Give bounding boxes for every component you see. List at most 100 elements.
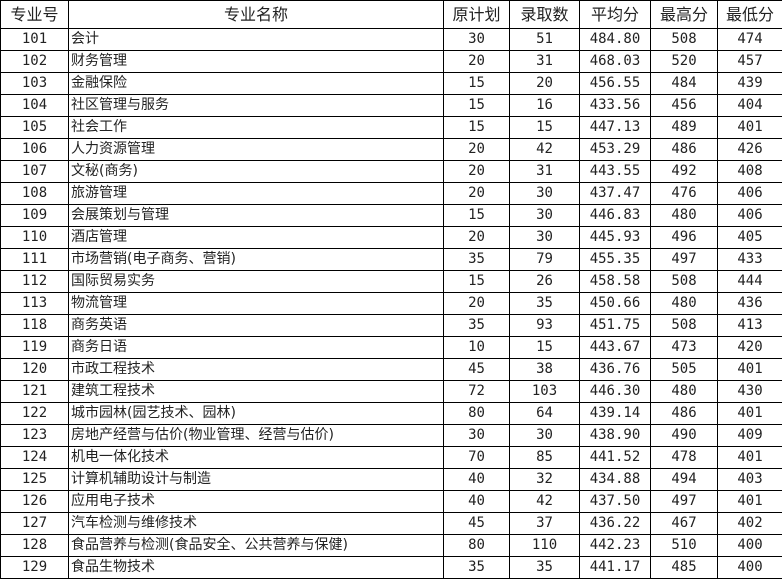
table-row: 123 房地产经营与估价(物业管理、经营与估价) 30 30 438.90 490 409 (0, 424, 782, 447)
cell-major-code: 105 (0, 116, 69, 139)
cell-admitted: 30 (509, 424, 580, 447)
cell-admitted: 42 (509, 138, 580, 161)
cell-admitted: 30 (509, 182, 580, 205)
cell-average-score: 451.75 (579, 314, 651, 337)
cell-min-score: 400 (717, 534, 782, 557)
cell-major-name: 商务英语 (68, 314, 444, 337)
cell-admitted: 35 (509, 556, 580, 579)
cell-min-score: 401 (717, 446, 782, 469)
cell-min-score: 406 (717, 204, 782, 227)
header-major-name: 专业名称 (68, 0, 444, 29)
table-row: 106 人力资源管理 20 42 453.29 486 426 (0, 138, 782, 161)
table-row: 105 社会工作 15 15 447.13 489 401 (0, 116, 782, 139)
cell-average-score: 453.29 (579, 138, 651, 161)
cell-max-score: 478 (650, 446, 718, 469)
cell-max-score: 508 (650, 314, 718, 337)
cell-major-code: 122 (0, 402, 69, 425)
cell-planned: 45 (443, 358, 510, 381)
cell-average-score: 446.83 (579, 204, 651, 227)
table-row: 107 文秘(商务) 20 31 443.55 492 408 (0, 160, 782, 183)
cell-planned: 10 (443, 336, 510, 359)
cell-max-score: 486 (650, 402, 718, 425)
cell-min-score: 408 (717, 160, 782, 183)
cell-major-code: 110 (0, 226, 69, 249)
header-major-code: 专业号 (0, 0, 69, 29)
cell-admitted: 79 (509, 248, 580, 271)
cell-planned: 70 (443, 446, 510, 469)
cell-major-name: 机电一体化技术 (68, 446, 444, 469)
cell-max-score: 485 (650, 556, 718, 579)
cell-planned: 40 (443, 468, 510, 491)
cell-major-code: 124 (0, 446, 69, 469)
cell-min-score: 444 (717, 270, 782, 293)
cell-major-name: 市政工程技术 (68, 358, 444, 381)
cell-max-score: 505 (650, 358, 718, 381)
cell-major-code: 107 (0, 160, 69, 183)
cell-average-score: 437.50 (579, 490, 651, 513)
cell-admitted: 85 (509, 446, 580, 469)
cell-min-score: 457 (717, 50, 782, 73)
cell-max-score: 480 (650, 380, 718, 403)
cell-admitted: 35 (509, 292, 580, 315)
cell-min-score: 401 (717, 490, 782, 513)
cell-admitted: 20 (509, 72, 580, 95)
cell-major-name: 食品生物技术 (68, 556, 444, 579)
cell-admitted: 31 (509, 50, 580, 73)
cell-major-name: 金融保险 (68, 72, 444, 95)
cell-major-code: 129 (0, 556, 69, 579)
cell-max-score: 510 (650, 534, 718, 557)
cell-major-code: 111 (0, 248, 69, 271)
table-row: 102 财务管理 20 31 468.03 520 457 (0, 50, 782, 73)
table-row: 127 汽车检测与维修技术 45 37 436.22 467 402 (0, 512, 782, 535)
cell-major-code: 109 (0, 204, 69, 227)
cell-min-score: 413 (717, 314, 782, 337)
cell-average-score: 442.23 (579, 534, 651, 557)
cell-admitted: 51 (509, 28, 580, 51)
cell-max-score: 480 (650, 292, 718, 315)
table-row: 118 商务英语 35 93 451.75 508 413 (0, 314, 782, 337)
table-body: 101 会计 30 51 484.80 508 474 102 财务管理 20 31 468.03 52… (0, 28, 782, 579)
cell-admitted: 110 (509, 534, 580, 557)
table-row: 111 市场营销(电子商务、营销) 35 79 455.35 497 433 (0, 248, 782, 271)
cell-admitted: 30 (509, 204, 580, 227)
cell-min-score: 409 (717, 424, 782, 447)
cell-major-name: 房地产经营与估价(物业管理、经营与估价) (68, 424, 444, 447)
cell-planned: 40 (443, 490, 510, 513)
cell-planned: 20 (443, 292, 510, 315)
table-row: 124 机电一体化技术 70 85 441.52 478 401 (0, 446, 782, 469)
cell-major-name: 人力资源管理 (68, 138, 444, 161)
cell-max-score: 497 (650, 490, 718, 513)
header-admitted: 录取数 (509, 0, 580, 29)
cell-min-score: 433 (717, 248, 782, 271)
cell-major-code: 108 (0, 182, 69, 205)
cell-max-score: 456 (650, 94, 718, 117)
cell-planned: 20 (443, 226, 510, 249)
cell-planned: 15 (443, 270, 510, 293)
cell-major-name: 计算机辅助设计与制造 (68, 468, 444, 491)
cell-major-name: 旅游管理 (68, 182, 444, 205)
cell-planned: 45 (443, 512, 510, 535)
cell-planned: 80 (443, 402, 510, 425)
table-row: 122 城市园林(园艺技术、园林) 80 64 439.14 486 401 (0, 402, 782, 425)
table-row: 109 会展策划与管理 15 30 446.83 480 406 (0, 204, 782, 227)
cell-average-score: 436.22 (579, 512, 651, 535)
cell-admitted: 64 (509, 402, 580, 425)
cell-planned: 20 (443, 50, 510, 73)
cell-planned: 30 (443, 424, 510, 447)
cell-min-score: 401 (717, 116, 782, 139)
cell-major-name: 财务管理 (68, 50, 444, 73)
cell-major-name: 食品营养与检测(食品安全、公共营养与保健) (68, 534, 444, 557)
cell-average-score: 468.03 (579, 50, 651, 73)
table-row: 121 建筑工程技术 72 103 446.30 480 430 (0, 380, 782, 403)
table-row: 103 金融保险 15 20 456.55 484 439 (0, 72, 782, 95)
cell-min-score: 426 (717, 138, 782, 161)
cell-major-name: 商务日语 (68, 336, 444, 359)
cell-average-score: 437.47 (579, 182, 651, 205)
cell-major-name: 物流管理 (68, 292, 444, 315)
cell-major-code: 121 (0, 380, 69, 403)
cell-admitted: 32 (509, 468, 580, 491)
cell-average-score: 433.56 (579, 94, 651, 117)
cell-min-score: 400 (717, 556, 782, 579)
cell-admitted: 31 (509, 160, 580, 183)
